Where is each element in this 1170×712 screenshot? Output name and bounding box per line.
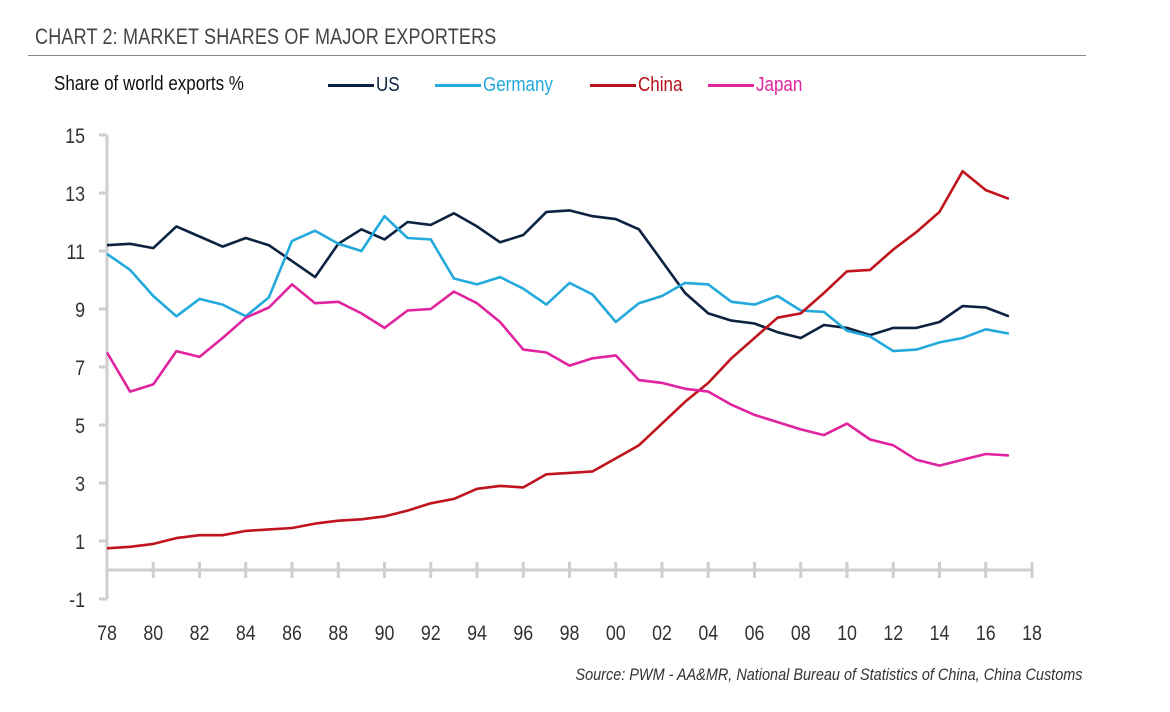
y-tick-label: -1 <box>69 589 85 613</box>
source-note: Source: PWM - AA&MR, National Bureau of … <box>574 665 1082 684</box>
legend-label-germany: Germany <box>483 74 553 96</box>
legend-label-china: China <box>638 74 683 96</box>
legend-swatch-us <box>328 84 374 87</box>
chart-title: CHART 2: MARKET SHARES OF MAJOR EXPORTER… <box>35 24 497 49</box>
x-tick-label: 08 <box>791 622 811 646</box>
x-tick-label: 84 <box>236 622 256 646</box>
x-tick-label: 98 <box>560 622 580 646</box>
series-line-japan <box>105 283 1009 467</box>
x-tick-label: 04 <box>698 622 718 646</box>
legend-label-us: US <box>376 74 400 96</box>
legend-item-us: US <box>328 74 404 97</box>
x-tick-label: 02 <box>652 622 672 646</box>
x-tick-label: 90 <box>375 622 395 646</box>
series-lines <box>105 170 1010 550</box>
x-tick-label: 18 <box>1022 622 1042 646</box>
y-tick-label: 15 <box>65 125 85 149</box>
axes <box>99 133 1034 601</box>
x-tick-label: 86 <box>282 622 302 646</box>
x-tick-label: 96 <box>513 622 533 646</box>
title-divider <box>28 55 1086 56</box>
legend-item-germany: Germany <box>435 74 565 97</box>
y-tick-label: 11 <box>66 241 85 265</box>
y-tick-label: 7 <box>75 357 85 381</box>
series-line-china <box>106 170 1010 550</box>
legend-item-japan: Japan <box>708 74 811 97</box>
legend-swatch-japan <box>708 84 754 87</box>
x-tick-label: 14 <box>930 622 950 646</box>
y-tick-label: 9 <box>75 299 85 323</box>
legend-item-china: China <box>590 74 690 97</box>
x-tick-label: 80 <box>143 622 163 646</box>
x-tick-label: 06 <box>745 622 765 646</box>
x-tick-label: 94 <box>467 622 487 646</box>
legend-label-japan: Japan <box>756 74 803 96</box>
legend-swatch-china <box>590 84 636 87</box>
x-tick-label: 82 <box>190 622 210 646</box>
legend-swatch-germany <box>435 84 481 87</box>
series-line-germany <box>106 214 1010 353</box>
x-tick-label: 92 <box>421 622 441 646</box>
y-tick-label: 3 <box>75 473 85 497</box>
y-axis-label: Share of world exports % <box>54 73 244 95</box>
x-tick-label: 16 <box>976 622 996 646</box>
y-tick-label: 5 <box>75 415 85 439</box>
x-tick-label: 12 <box>883 622 903 646</box>
x-tick-label: 88 <box>328 622 348 646</box>
x-tick-label: 78 <box>97 622 117 646</box>
series-line-us <box>106 209 1010 340</box>
y-tick-label: 1 <box>75 531 85 555</box>
x-tick-label: 00 <box>606 622 626 646</box>
x-tick-label: 10 <box>837 622 857 646</box>
tick-labels: 15 13 11 9 7 5 3 1 -1 78 80 82 84 86 88 90 92 94 96 98 00 02 0… <box>65 125 1042 646</box>
y-tick-label: 13 <box>65 183 85 207</box>
